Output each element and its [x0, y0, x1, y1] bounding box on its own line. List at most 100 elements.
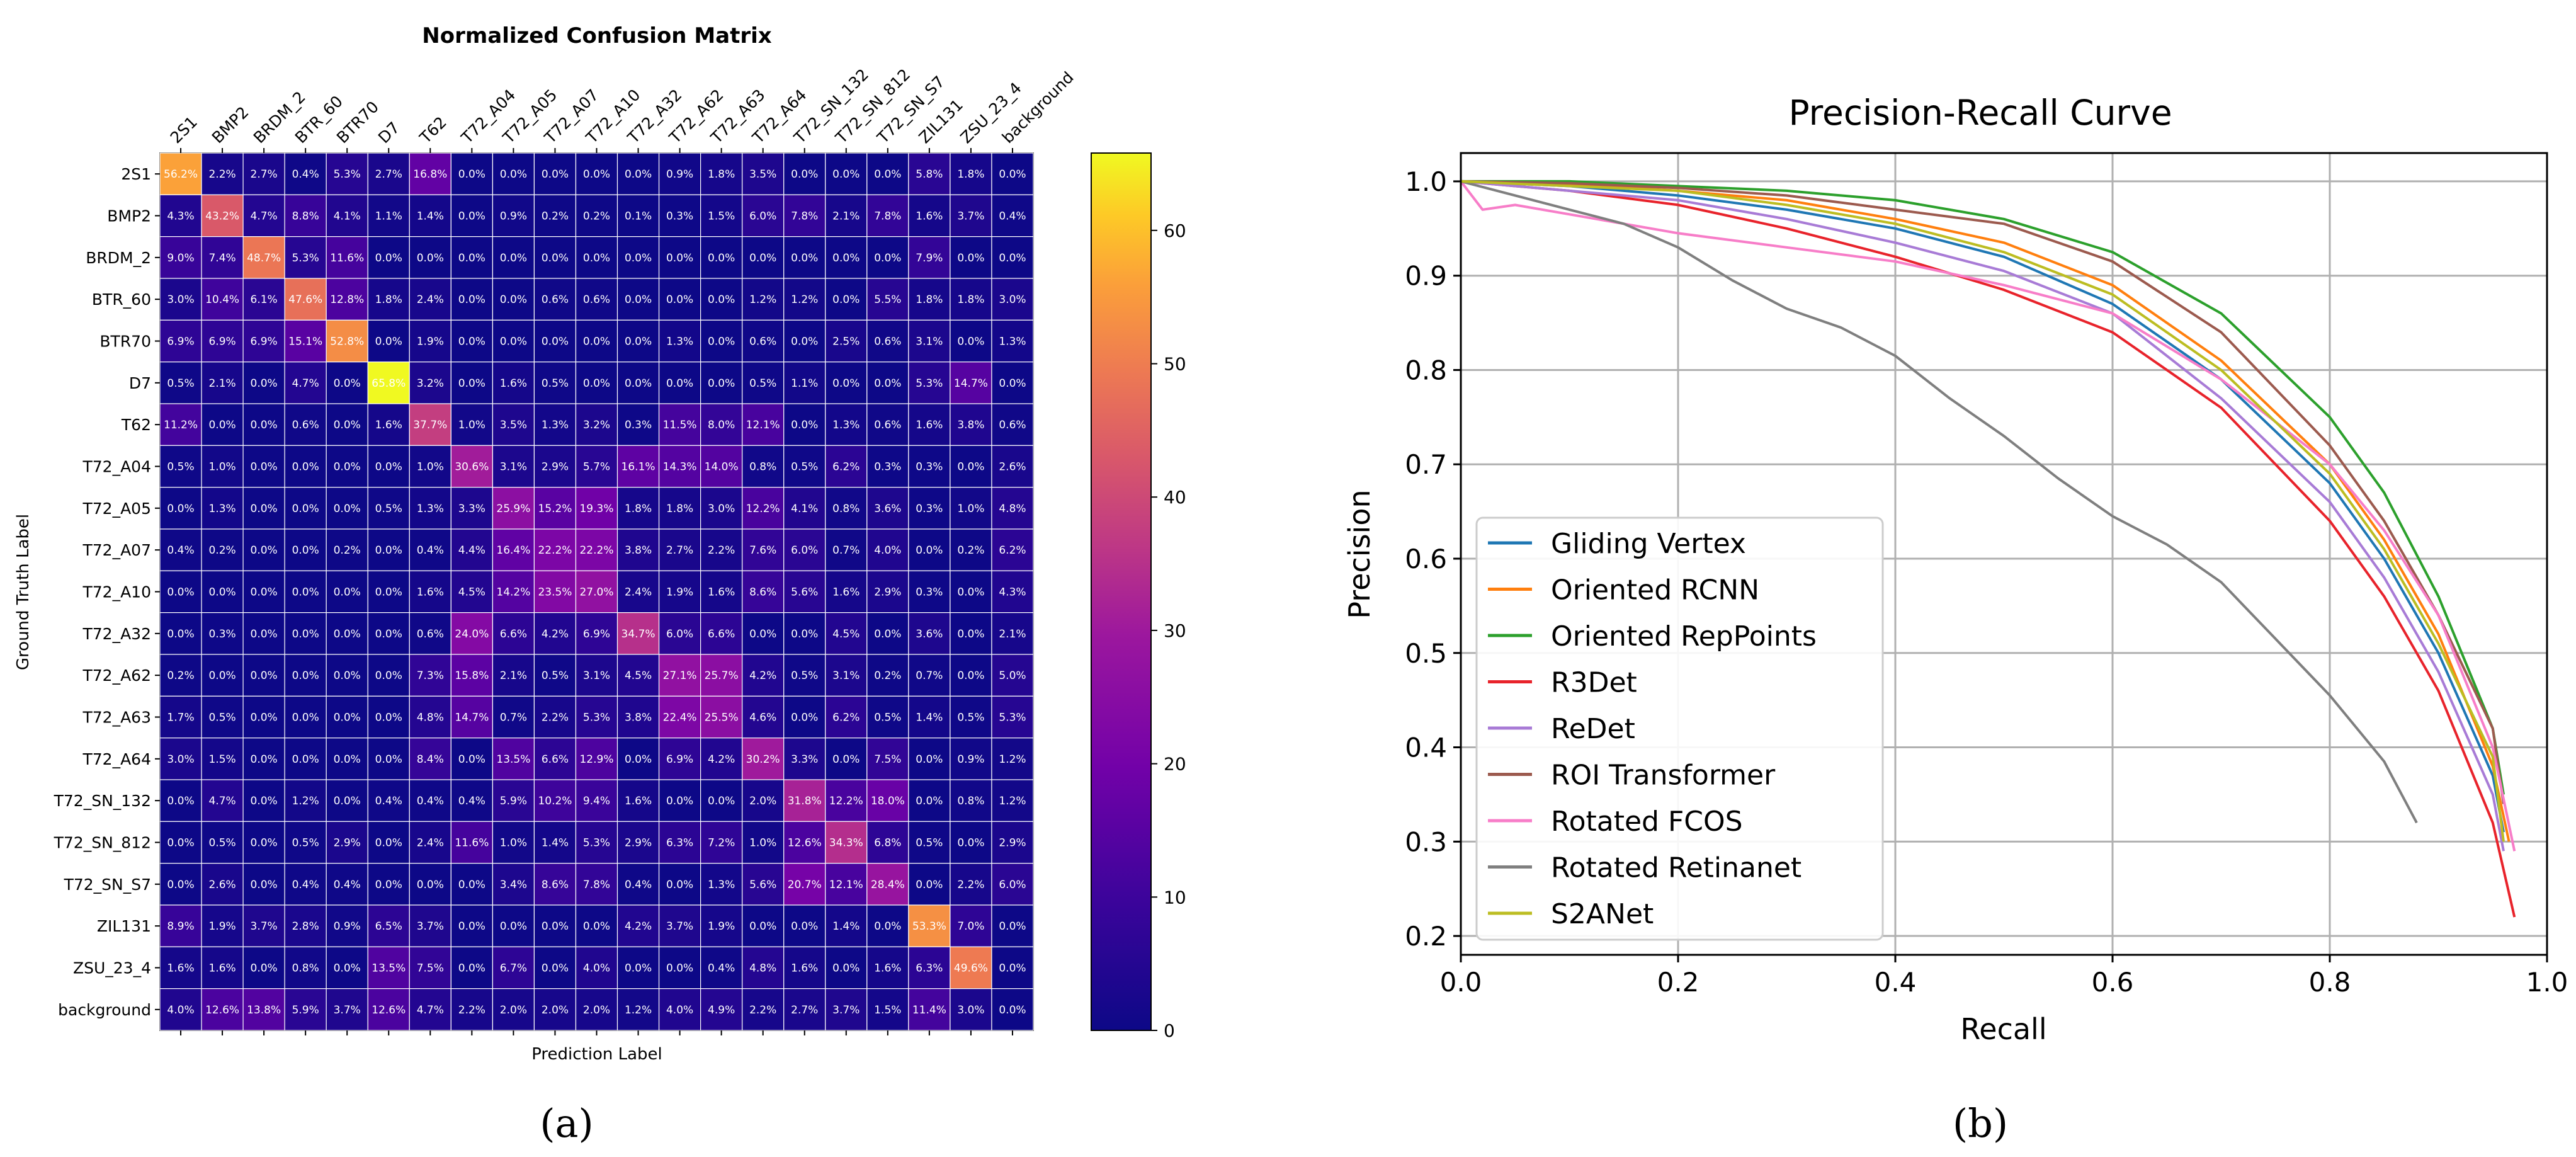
- cell-value-label: 0.2%: [167, 670, 194, 682]
- pr-series-lines: [1460, 180, 2516, 918]
- heatmap-cell: [492, 904, 535, 947]
- cell-value-label: 6.0%: [999, 879, 1026, 891]
- cell-value-label: 0.0%: [251, 419, 278, 431]
- cell-value-label: 0.0%: [957, 670, 984, 682]
- heatmap-cell: [908, 194, 951, 237]
- cell-value-label: 0.4%: [417, 544, 444, 557]
- heatmap-cell: [700, 487, 743, 530]
- heatmap-cell: [950, 946, 992, 989]
- cell-value-label: 1.3%: [999, 336, 1026, 348]
- heatmap-cell: [700, 236, 743, 279]
- heatmap-cell: [783, 319, 826, 363]
- heatmap-cell: [284, 236, 327, 279]
- pr-legend: Gliding Vertex Oriented RCNN Oriented RepP…: [1475, 516, 1884, 941]
- heatmap-cell: [825, 445, 868, 488]
- heatmap-cell: [866, 863, 909, 906]
- legend-label: Gliding Vertex: [1551, 528, 1746, 560]
- heatmap-cell: [616, 988, 660, 1031]
- cell-value-label: 0.0%: [542, 168, 569, 181]
- cell-value-label: 1.2%: [791, 294, 818, 306]
- cell-value-label: 5.3%: [334, 168, 361, 181]
- cell-value-label: 0.6%: [542, 294, 569, 306]
- cell-value-label: 4.2%: [749, 670, 776, 682]
- heatmap-cell: [950, 904, 992, 947]
- cell-value-label: 0.0%: [334, 586, 361, 599]
- heatmap-cell: [866, 362, 909, 404]
- heatmap-cell: [700, 738, 743, 780]
- cell-value-label: 8.0%: [708, 419, 735, 431]
- heatmap-cell: [367, 528, 410, 571]
- cell-value-label: 0.0%: [625, 336, 652, 348]
- cell-value-label: 3.1%: [500, 461, 527, 474]
- heatmap-cell: [783, 236, 826, 279]
- cell-value-label: 2.7%: [251, 168, 278, 181]
- cell-value-label: 0.6%: [292, 419, 319, 431]
- cell-value-label: 8.6%: [749, 586, 776, 599]
- cell-value-label: 0.0%: [583, 336, 610, 348]
- heatmap-cell: [866, 236, 909, 279]
- cell-value-label: 4.7%: [292, 377, 319, 390]
- cell-value-label: 0.5%: [916, 837, 943, 850]
- col-label: D7: [375, 118, 403, 147]
- heatmap-cell: [492, 528, 535, 571]
- cell-value-label: 4.5%: [832, 628, 860, 641]
- heatmap-cell: [991, 821, 1034, 864]
- colorbar-tick-label: 30: [1164, 620, 1186, 641]
- cell-value-label: 1.6%: [832, 586, 860, 599]
- cell-value-label: 10.4%: [205, 294, 239, 306]
- heatmap-cell: [700, 152, 743, 195]
- cell-value-label: 1.6%: [916, 210, 943, 223]
- cell-value-label: 1.2%: [999, 795, 1026, 807]
- cell-value-label: 0.7%: [916, 670, 943, 682]
- panel-label-a: (a): [540, 1100, 593, 1146]
- row-label: T72_A10: [82, 583, 152, 601]
- row-label: ZIL131: [97, 917, 151, 935]
- heatmap-cell: [201, 570, 244, 613]
- cell-value-label: 6.9%: [583, 628, 610, 641]
- cell-value-label: 0.0%: [874, 920, 901, 933]
- heatmap-cell: [284, 738, 327, 780]
- cell-value-label: 0.0%: [832, 377, 860, 390]
- cell-value-label: 7.4%: [208, 252, 235, 265]
- row-label: T72_SN_S7: [64, 875, 151, 894]
- heatmap-cell: [242, 362, 285, 404]
- pr-axes-frame: [1460, 152, 2548, 956]
- heatmap-cell: [450, 612, 493, 655]
- cell-value-label: 3.3%: [458, 503, 485, 515]
- cell-value-label: 43.2%: [205, 210, 239, 223]
- heatmap-cell: [242, 487, 285, 530]
- heatmap-cell: [367, 194, 410, 237]
- cell-value-label: 4.1%: [791, 503, 818, 515]
- heatmap-cell: [450, 194, 493, 237]
- heatmap-cell: [492, 863, 535, 906]
- heatmap-cell: [575, 194, 618, 237]
- cell-value-label: 0.3%: [625, 419, 652, 431]
- row-label: BTR_60: [92, 290, 151, 309]
- heatmap-cell: [201, 612, 244, 655]
- cell-value-label: 5.9%: [292, 1004, 319, 1017]
- heatmap-cell: [159, 988, 202, 1031]
- heatmap-cell: [242, 445, 285, 488]
- heatmap-cell: [409, 779, 451, 822]
- cell-value-label: 1.3%: [832, 419, 860, 431]
- heatmap-cell: [700, 528, 743, 571]
- heatmap-cell: [658, 612, 701, 655]
- heatmap-cell: [742, 988, 785, 1031]
- cell-value-label: 1.4%: [542, 837, 569, 850]
- cell-value-label: 22.2%: [579, 544, 613, 557]
- cell-value-label: 7.0%: [957, 920, 984, 933]
- cell-value-label: 0.0%: [999, 962, 1026, 975]
- heatmap-cell: [367, 445, 410, 488]
- heatmap-cell: [908, 779, 951, 822]
- cell-value-label: 0.0%: [625, 294, 652, 306]
- cell-value-label: 0.0%: [874, 377, 901, 390]
- cell-value-label: 0.0%: [542, 336, 569, 348]
- heatmap-cell: [616, 362, 660, 404]
- cell-value-label: 5.6%: [749, 879, 776, 891]
- cell-value-label: 1.8%: [375, 294, 402, 306]
- heatmap-cell: [450, 445, 493, 488]
- row-label: D7: [129, 374, 151, 392]
- cell-value-label: 0.0%: [957, 252, 984, 265]
- y-tick-label: 0.8: [1405, 355, 1447, 385]
- heatmap-cell: [409, 319, 451, 363]
